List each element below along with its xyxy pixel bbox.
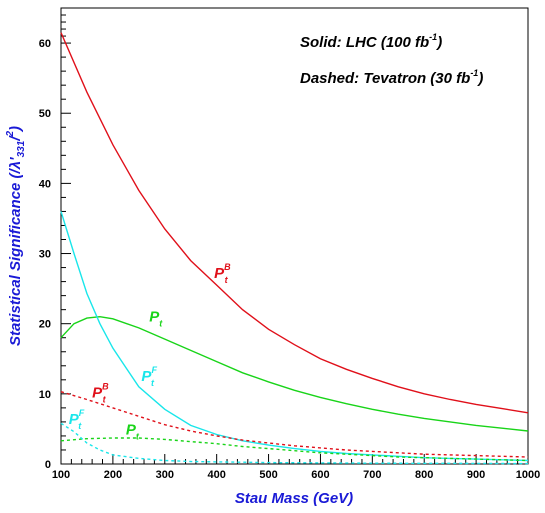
y-tick-label: 0 bbox=[45, 459, 51, 471]
x-tick-label: 600 bbox=[311, 469, 329, 481]
x-axis-label: Stau Mass (GeV) bbox=[235, 490, 353, 507]
x-tick-label: 700 bbox=[363, 469, 381, 481]
curve-label: Pt bbox=[126, 422, 140, 442]
annotation-lhc: Solid: LHC (100 fb-1) bbox=[300, 32, 442, 51]
series-line-tevatron-f bbox=[60, 422, 529, 465]
x-tick-label: 200 bbox=[104, 469, 122, 481]
x-tick-label: 900 bbox=[467, 469, 485, 481]
x-tick-label: 500 bbox=[259, 469, 277, 481]
x-tick-label: 100 bbox=[52, 469, 70, 481]
x-tick-label: 300 bbox=[156, 469, 174, 481]
plot-frame bbox=[60, 7, 529, 465]
x-tick-label: 400 bbox=[207, 469, 225, 481]
y-tick-labels: 0 10 20 30 40 50 60 bbox=[39, 38, 51, 471]
y-tick-label: 20 bbox=[39, 319, 51, 331]
x-tick-label: 1000 bbox=[516, 469, 540, 481]
x-tick-labels: 100 200 300 400 500 600 700 800 900 1000 bbox=[52, 469, 540, 481]
curve-labels: PB t Pt PF t PB t Pt PF t bbox=[69, 262, 231, 441]
y-tick-label: 10 bbox=[39, 389, 51, 401]
curve-label: PB t bbox=[214, 262, 231, 285]
series-line-lhc-p bbox=[60, 315, 529, 432]
series-line-tevatron-p bbox=[60, 437, 529, 462]
series-line-lhc-f bbox=[60, 211, 529, 462]
y-tick-label: 50 bbox=[39, 108, 51, 120]
series-line-tevatron-b bbox=[60, 391, 529, 458]
series-line-lhc-b bbox=[60, 32, 529, 414]
y-tick-label: 40 bbox=[39, 178, 51, 190]
curve-label: Pt bbox=[149, 309, 163, 329]
x-tick-label: 800 bbox=[415, 469, 433, 481]
series-lines bbox=[60, 32, 529, 465]
curve-label: PF t bbox=[141, 365, 157, 388]
y-tick-label: 60 bbox=[39, 38, 51, 50]
y-tick-label: 30 bbox=[39, 249, 51, 261]
y-axis-label: Statistical Significance (/λ'331/2) bbox=[5, 126, 27, 346]
curve-label: PF t bbox=[69, 408, 85, 431]
curve-label: PB t bbox=[92, 381, 109, 404]
annotation-tevatron: Dashed: Tevatron (30 fb-1) bbox=[300, 68, 483, 87]
